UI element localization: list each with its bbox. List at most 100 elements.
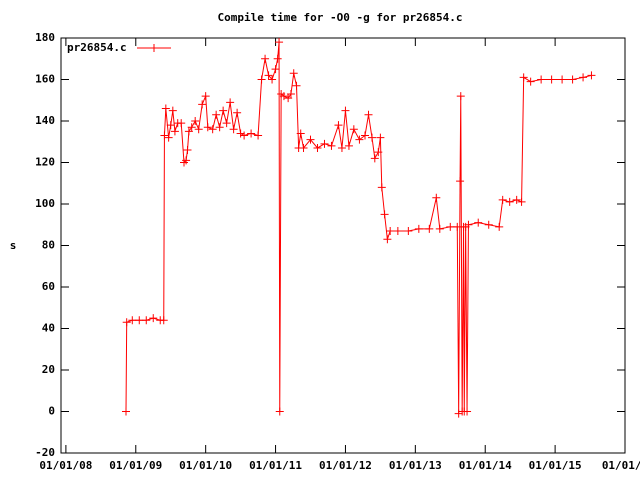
data-point (386, 226, 395, 235)
data-point (233, 108, 242, 117)
data-point (219, 106, 228, 115)
data-point (187, 123, 196, 132)
data-point (222, 119, 231, 128)
data-point (313, 143, 322, 152)
data-point (547, 75, 556, 84)
data-point (435, 224, 444, 233)
data-point (198, 100, 207, 109)
data-point (425, 224, 434, 233)
data-point (279, 92, 288, 101)
data-point (558, 75, 567, 84)
y-tick-label: 60 (42, 280, 55, 293)
data-point (537, 75, 546, 84)
data-point (135, 316, 144, 325)
data-point (334, 121, 343, 130)
data-point (201, 92, 210, 101)
data-point (128, 316, 137, 325)
x-tick-label: 01/01/14 (459, 459, 512, 472)
data-point (484, 220, 493, 229)
data-point (355, 135, 364, 144)
data-point (226, 98, 235, 107)
data-point (349, 125, 358, 134)
data-point (215, 123, 224, 132)
data-point (261, 54, 270, 63)
data-point (495, 222, 504, 231)
data-point (370, 154, 379, 163)
data-point (414, 224, 423, 233)
y-tick-label: 20 (42, 363, 55, 376)
x-tick-label: 01/01/12 (319, 459, 372, 472)
data-point (191, 117, 200, 125)
data-point (286, 90, 295, 99)
y-tick-label: -20 (35, 446, 55, 459)
data-point (393, 226, 402, 235)
data-point (579, 73, 588, 82)
x-tick-label: 01/01/1 (602, 459, 640, 472)
data-point (264, 71, 273, 80)
data-point (498, 195, 507, 204)
data-point (284, 94, 293, 103)
y-tick-label: 120 (35, 156, 55, 169)
data-point (275, 407, 284, 416)
legend-label: pr26854.c (67, 41, 127, 54)
data-point (122, 318, 131, 327)
data-point (183, 146, 192, 155)
chart-title: Compile time for -O0 -g for pr26854.c (217, 11, 462, 24)
x-tick-label: 01/01/11 (249, 459, 302, 472)
y-tick-label: 80 (42, 239, 55, 252)
data-point (380, 210, 389, 219)
data-point (341, 106, 350, 115)
x-tick-label: 01/01/08 (39, 459, 92, 472)
data-point (161, 104, 170, 113)
data-point (159, 316, 168, 325)
y-tick-label: 100 (35, 197, 55, 210)
series-line (125, 42, 592, 414)
data-point (383, 235, 392, 244)
data-point (177, 119, 186, 128)
data-point (306, 135, 315, 144)
data-point (229, 125, 238, 134)
data-point (166, 121, 175, 130)
data-point (240, 131, 249, 140)
data-point (273, 54, 282, 63)
data-point (320, 139, 329, 148)
data-point (364, 110, 373, 119)
data-point (182, 156, 191, 165)
data-point (257, 75, 266, 84)
data-point (374, 148, 383, 157)
data-point (194, 125, 203, 134)
data-point (275, 38, 284, 47)
data-point (454, 409, 463, 418)
data-point (568, 75, 577, 84)
data-point (149, 314, 158, 323)
x-tick-label: 01/01/10 (179, 459, 232, 472)
legend-marker (150, 44, 158, 52)
x-tick-label: 01/01/09 (109, 459, 162, 472)
data-point (517, 197, 526, 206)
data-point (456, 92, 465, 101)
y-tick-label: 40 (42, 322, 55, 335)
data-point (327, 141, 336, 150)
data-point (254, 131, 263, 140)
data-point (292, 81, 301, 90)
y-tick-label: 160 (35, 73, 55, 86)
data-point (344, 141, 353, 150)
x-tick-label: 01/01/13 (389, 459, 442, 472)
data-point (404, 226, 413, 235)
data-point (164, 133, 173, 142)
data-point (505, 197, 514, 206)
y-tick-label: 180 (35, 31, 55, 44)
data-point (464, 220, 473, 229)
data-point (184, 127, 193, 136)
data-point (160, 131, 169, 140)
data-point (180, 158, 189, 167)
data-point (299, 143, 308, 152)
data-point (432, 193, 441, 202)
data-point (519, 73, 528, 82)
data-point (247, 129, 256, 138)
data-point (170, 127, 179, 136)
data-point (203, 123, 212, 132)
data-point (121, 407, 130, 416)
data-point (271, 65, 280, 74)
